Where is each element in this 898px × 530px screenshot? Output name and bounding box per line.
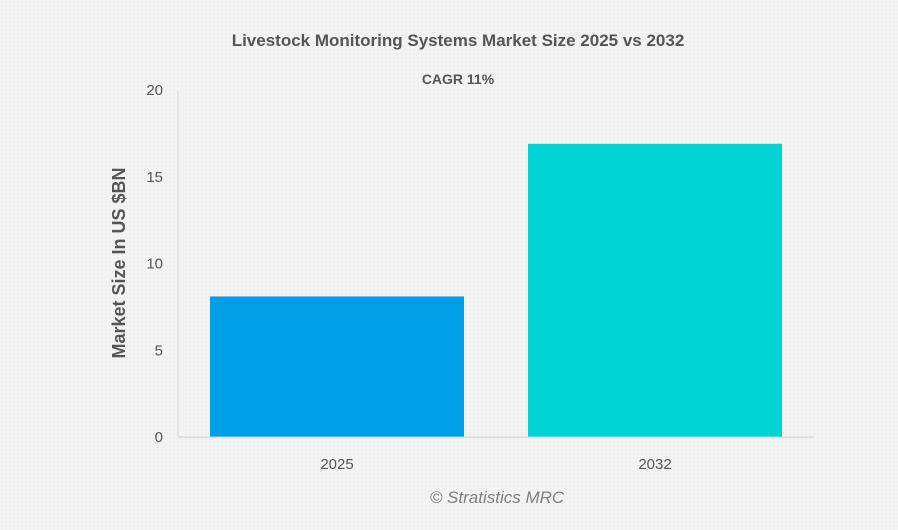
y-axis-ticks: 0 5 10 15 20	[146, 82, 163, 446]
bars	[210, 143, 782, 437]
bar-2025	[210, 296, 464, 437]
x-tick-label: 2032	[638, 456, 671, 473]
credit-text: © Stratistics MRC	[430, 488, 565, 507]
chart-subtitle: CAGR 11%	[422, 71, 495, 87]
y-tick-label: 5	[155, 342, 163, 359]
y-tick-label: 10	[146, 256, 163, 273]
x-axis-ticks: 2025 2032	[320, 456, 671, 473]
x-tick-label: 2025	[320, 456, 353, 473]
y-axis-label: Market Size In US $BN	[109, 167, 129, 358]
y-tick-label: 15	[146, 169, 163, 186]
y-tick-label: 0	[155, 429, 163, 446]
bar-2032	[528, 143, 782, 437]
chart-title: Livestock Monitoring Systems Market Size…	[232, 31, 685, 50]
y-tick-label: 20	[146, 82, 163, 99]
